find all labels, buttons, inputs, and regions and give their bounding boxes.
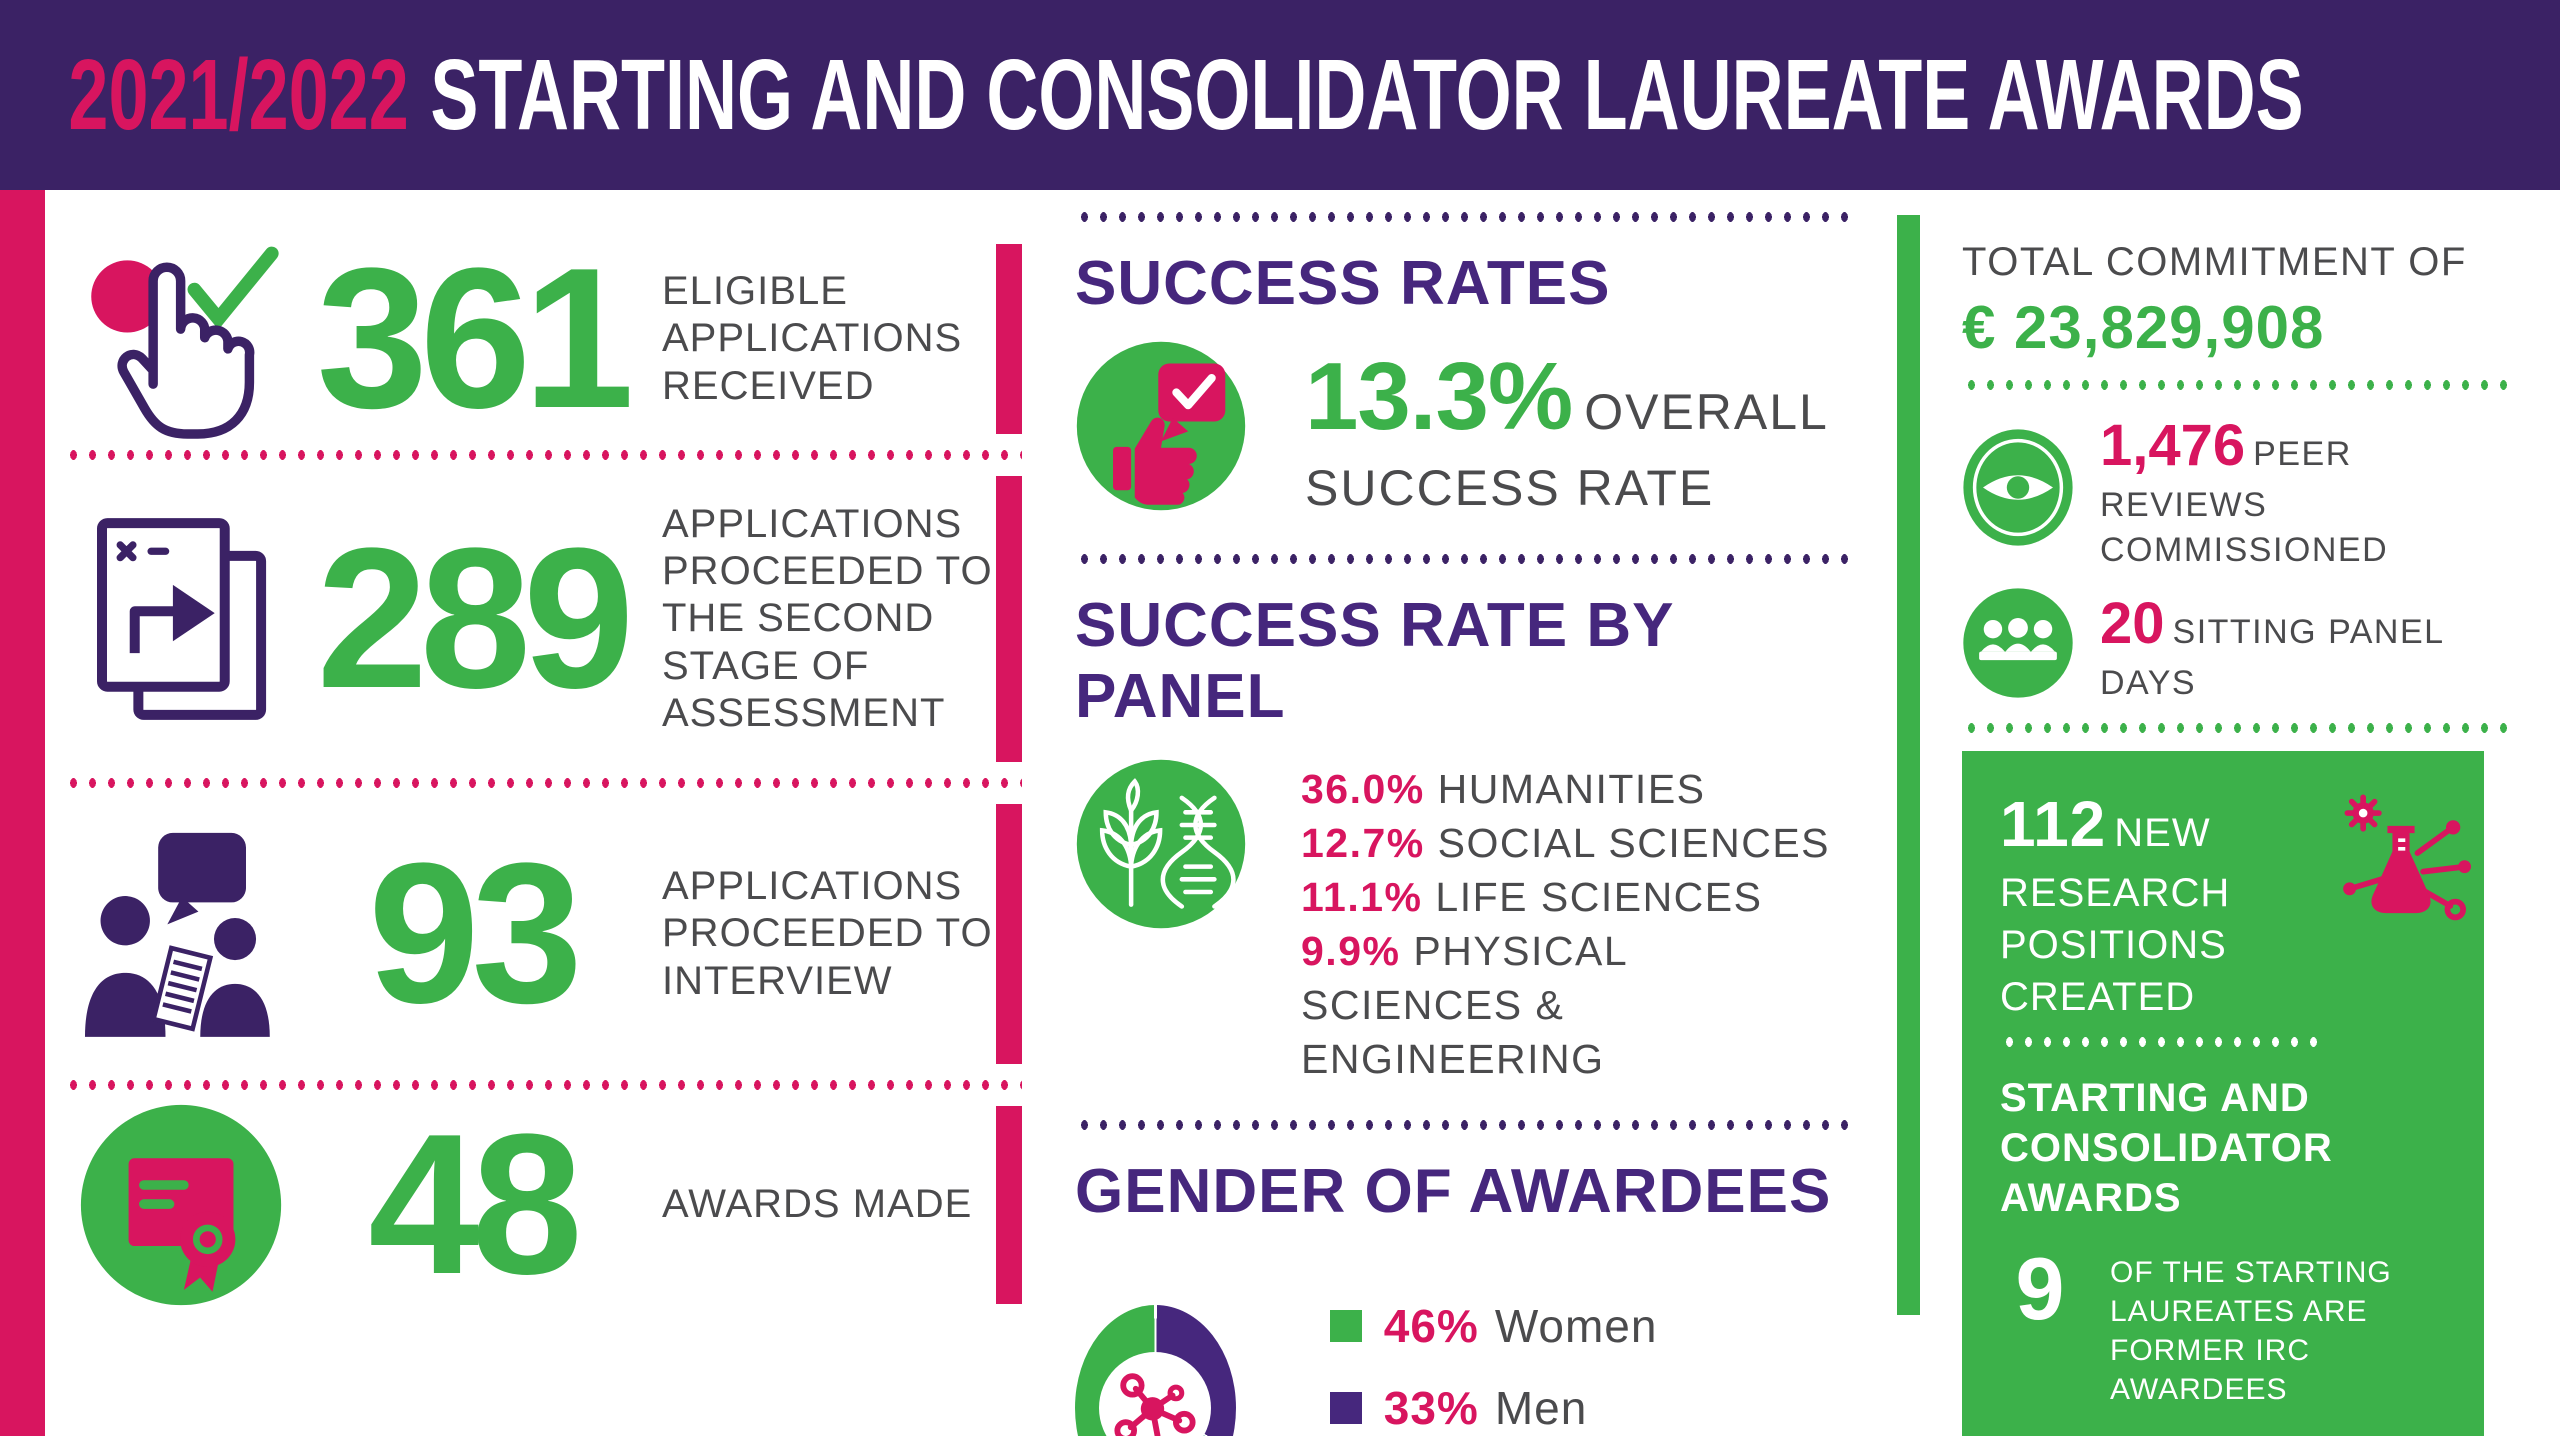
gender-donut [1075, 1305, 1236, 1436]
gender-section: 46% Women 33% Men 21% Prefer not to Say [1075, 1271, 1857, 1436]
stat-label: AWARDS MADE [662, 1182, 973, 1227]
panel-rates-list: 36.0% HUMANITIES 12.7% SOCIAL SCIENCES 1… [1301, 758, 1857, 1087]
stat-row-second-stage: 289 APPLICATIONS PROCEEDED TO THE SECOND… [64, 460, 1022, 778]
page-title: 2021/2022 STARTING AND CONSOLIDATOR LAURE… [0, 38, 2304, 153]
dotted-divider [64, 778, 1022, 788]
starting-laureates-item: 9 OF THE STARTING LAUREATES ARE FORMER I… [2015, 1238, 2392, 1406]
accent-bar [996, 1106, 1022, 1304]
stat-label: APPLICATIONS PROCEEDED TO THE SECOND STA… [662, 502, 993, 735]
peer-reviews-row: 1,476 PEER REVIEWS COMMISSIONED [1962, 408, 2510, 572]
panel-rate-item: 11.1% LIFE SCIENCES [1301, 873, 1763, 920]
success-rates-heading: SUCCESS RATES [1075, 249, 1611, 318]
thumbs-up-icon [1075, 340, 1247, 517]
award-certificate-icon [64, 1103, 299, 1308]
title-text: STARTING AND CONSOLIDATOR LAUREATE AWARD… [430, 38, 2304, 151]
panel-people-icon [1962, 587, 2074, 704]
overall-success-row: 13.3% OVERALL SUCCESS RATE [1075, 337, 1857, 520]
document-forward-icon [64, 512, 299, 726]
legend-swatch [1329, 1310, 1362, 1343]
legend-swatch [1329, 1392, 1362, 1425]
stat-row-awards: 48 AWARDS MADE [64, 1090, 1022, 1320]
dotted-divider [1962, 380, 2510, 390]
panel-rate-item: 36.0% HUMANITIES [1301, 765, 1706, 812]
panel-rates-row: 36.0% HUMANITIES 12.7% SOCIAL SCIENCES 1… [1075, 758, 1857, 1087]
hand-click-icon [64, 238, 299, 440]
legend-item-men: 33% Men [1329, 1381, 1857, 1435]
research-flask-icon [2326, 793, 2476, 941]
title-year: 2021/2022 [68, 38, 409, 151]
commitment-label: TOTAL COMMITMENT OF [1962, 240, 2467, 284]
panel-heading: SUCCESS RATE BY PANEL [1075, 590, 1674, 731]
gender-heading: GENDER OF AWARDEES [1075, 1157, 1832, 1227]
dotted-divider [64, 450, 1022, 460]
dotted-divider [64, 1080, 1022, 1090]
stat-label: ELIGIBLE APPLICATIONS RECEIVED [662, 269, 963, 408]
legend-item-women: 46% Women [1329, 1299, 1857, 1353]
plant-dna-icon [1075, 758, 1247, 1087]
dotted-divider [1075, 553, 1857, 564]
stat-row-interview: 93 APPLICATIONS PROCEEDED TO INTERVIEW [64, 788, 1022, 1080]
left-accent-bar [0, 190, 45, 1436]
dotted-divider [1075, 212, 1857, 222]
molecule-icon [1114, 1373, 1196, 1436]
eye-icon [1962, 428, 2074, 552]
accent-bar [996, 476, 1022, 762]
stat-value: 48 [368, 1093, 582, 1316]
interview-icon [64, 831, 299, 1037]
right-column: TOTAL COMMITMENT OF € 23,829,908 1,476 PE… [1962, 240, 2510, 1436]
peer-reviews-text: 1,476 PEER REVIEWS COMMISSIONED [2100, 413, 2389, 569]
accent-bar [996, 244, 1022, 434]
stat-value: 289 [316, 507, 635, 730]
stat-value: 93 [368, 822, 582, 1045]
stat-label: APPLICATIONS PROCEEDED TO INTERVIEW [662, 864, 993, 1003]
donut-hole [1099, 1352, 1212, 1436]
positions-text: 112 NEW RESEARCH POSITIONS CREATED [2000, 788, 2231, 1019]
stat-row-eligible: 361 ELIGIBLE APPLICATIONS RECEIVED [64, 228, 1022, 450]
header: 2021/2022 STARTING AND CONSOLIDATOR LAURE… [0, 0, 2560, 190]
gender-legend: 46% Women 33% Men 21% Prefer not to Say [1329, 1271, 1857, 1436]
middle-column: SUCCESS RATES 13.3% OVERALL SUCCESS RATE … [1075, 212, 1857, 1436]
overall-success-label: OVERALL SUCCESS RATE [1305, 384, 1828, 516]
consolidator-laureates-item: 8 OF THE CONSOLIDATOR LAUREATES ARE FORM… [2000, 1430, 2446, 1436]
new-positions-panel: 112 NEW RESEARCH POSITIONS CREATED STARTI… [1962, 751, 2484, 1436]
column-divider [1897, 215, 1920, 1315]
box-heading: STARTING AND CONSOLIDATOR AWARDS [2000, 1075, 2333, 1220]
overall-success-value: 13.3% [1305, 343, 1573, 450]
applications-column: 361 ELIGIBLE APPLICATIONS RECEIVED 289 A… [64, 228, 1022, 1320]
overall-success-text: 13.3% OVERALL SUCCESS RATE [1305, 337, 1857, 520]
panel-days-text: 20 SITTING PANEL DAYS [2100, 590, 2444, 703]
stat-value: 361 [316, 227, 635, 450]
dotted-divider [2000, 1036, 2320, 1047]
dotted-divider [1075, 1120, 1857, 1131]
commitment-value: € 23,829,908 [1962, 294, 2325, 361]
panel-rate-item: 9.9% PHYSICAL SCIENCES & ENGINEERING [1301, 927, 1627, 1083]
dotted-divider [1962, 723, 2510, 734]
panel-rate-item: 12.7% SOCIAL SCIENCES [1301, 819, 1831, 866]
panel-days-row: 20 SITTING PANEL DAYS [1962, 586, 2510, 706]
accent-bar [996, 804, 1022, 1064]
